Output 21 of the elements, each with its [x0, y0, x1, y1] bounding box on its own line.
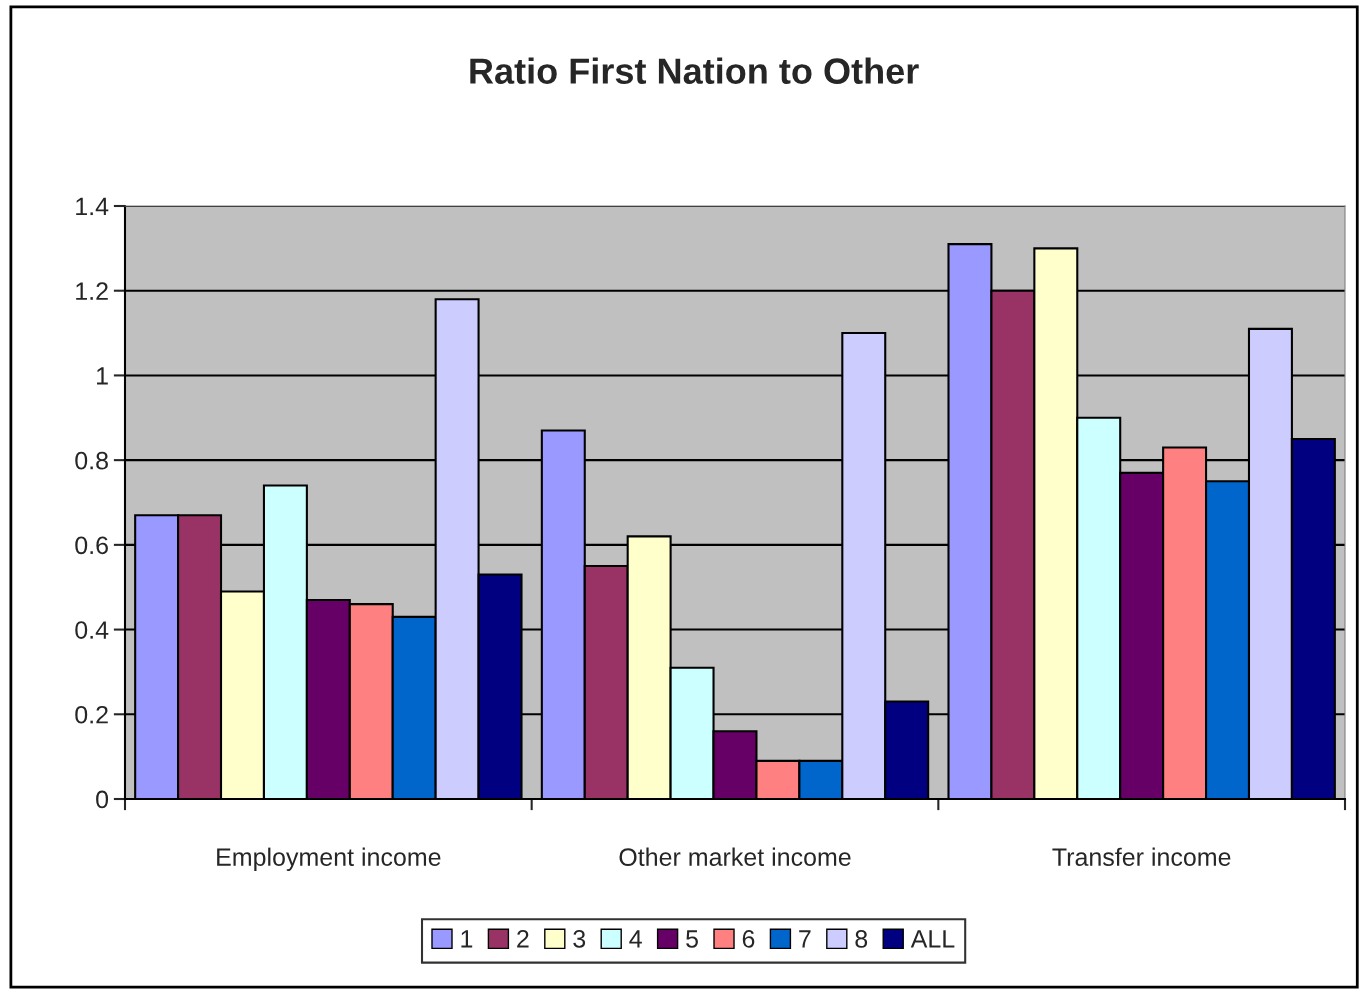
y-tick-label: 0.4 — [75, 621, 109, 639]
legend-label: 6 — [742, 930, 755, 948]
y-tick-label: 0.2 — [75, 705, 108, 724]
y-tick-label: 1.2 — [76, 282, 108, 300]
legend-label: 7 — [799, 930, 811, 948]
chart-title: Ratio First Nation to Other — [470, 57, 919, 84]
legend-label: 2 — [517, 930, 529, 948]
x-tick-label: Employment income — [217, 847, 441, 871]
y-tick-label: 0.6 — [75, 536, 108, 555]
legend-label: 3 — [573, 930, 586, 948]
legend-label: ALL — [910, 930, 955, 948]
x-tick-label: Transfer income — [1052, 847, 1231, 866]
legend-label: 8 — [855, 930, 868, 948]
legend-label: 4 — [629, 930, 642, 948]
legend-label: 1 — [461, 930, 473, 948]
y-tick-label: 1 — [97, 367, 108, 385]
y-tick-label: 0 — [96, 790, 109, 809]
legend-label: 5 — [686, 930, 698, 948]
y-tick-label: 0.8 — [75, 451, 108, 470]
x-tick-label: Other market income — [619, 847, 851, 866]
y-tick-label: 1.4 — [76, 197, 109, 216]
